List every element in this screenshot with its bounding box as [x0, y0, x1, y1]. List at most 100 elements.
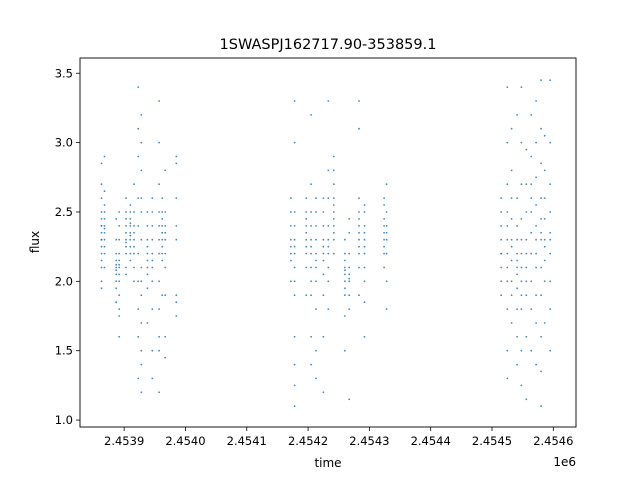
data-point — [525, 238, 528, 241]
data-point — [363, 231, 366, 234]
data-point — [520, 384, 523, 387]
data-point — [344, 269, 346, 272]
data-point — [543, 169, 546, 172]
data-point — [129, 259, 132, 262]
data-point — [305, 252, 308, 255]
data-point — [115, 238, 118, 241]
data-point — [125, 225, 127, 227]
data-point — [118, 335, 121, 338]
data-point — [530, 280, 533, 283]
data-point — [164, 335, 167, 338]
data-point — [151, 349, 154, 352]
data-point — [164, 231, 167, 234]
data-point — [310, 245, 312, 248]
y-tick-label: 1.0 — [55, 413, 73, 427]
data-point — [305, 211, 308, 213]
data-point — [129, 231, 132, 234]
data-point — [322, 252, 325, 255]
data-point — [293, 225, 296, 227]
data-point — [322, 273, 325, 276]
data-point — [506, 141, 509, 144]
data-point — [344, 259, 346, 262]
data-point — [161, 225, 164, 227]
data-point — [332, 204, 335, 206]
data-point — [129, 211, 132, 213]
data-point — [140, 280, 143, 283]
data-point — [293, 363, 296, 366]
data-point — [151, 377, 154, 380]
data-point — [140, 238, 143, 241]
data-point — [151, 259, 154, 262]
data-point — [500, 266, 503, 269]
data-point — [506, 349, 509, 352]
data-point — [140, 322, 143, 324]
data-point — [510, 197, 513, 200]
data-point — [535, 266, 537, 269]
data-point — [137, 335, 140, 338]
data-point — [146, 266, 149, 269]
data-point — [358, 211, 360, 213]
data-point — [540, 405, 542, 408]
data-point — [100, 238, 103, 241]
data-point — [100, 162, 103, 165]
data-point — [164, 356, 167, 359]
data-point — [520, 294, 523, 297]
data-point — [100, 231, 103, 234]
data-point — [332, 183, 335, 186]
data-point — [525, 335, 528, 338]
data-point — [358, 294, 360, 297]
data-point — [140, 211, 143, 213]
data-point — [151, 280, 154, 283]
data-point — [363, 335, 366, 338]
data-point — [363, 301, 366, 304]
data-point — [358, 100, 360, 102]
data-point — [327, 266, 330, 269]
data-point — [133, 245, 135, 248]
data-point — [133, 280, 135, 283]
data-point — [540, 335, 542, 338]
plot-frame — [79, 57, 577, 428]
data-point — [315, 259, 317, 262]
data-point — [115, 273, 118, 276]
data-point — [118, 266, 121, 269]
data-point — [315, 266, 317, 269]
data-point — [315, 280, 317, 283]
data-point — [348, 231, 351, 234]
data-point — [137, 197, 140, 200]
data-point — [516, 197, 518, 200]
data-point — [385, 211, 388, 213]
data-point — [348, 398, 351, 401]
data-point — [158, 308, 161, 310]
data-point — [358, 127, 360, 130]
data-point — [506, 266, 509, 269]
data-point — [290, 252, 292, 255]
data-point — [510, 127, 513, 130]
data-point — [125, 241, 127, 244]
data-point — [530, 231, 533, 234]
data-point — [383, 245, 385, 248]
data-point — [322, 391, 325, 394]
data-point — [133, 266, 135, 269]
data-point — [293, 100, 296, 102]
data-point — [118, 315, 121, 317]
data-point — [549, 280, 552, 283]
data-point — [510, 294, 513, 297]
data-point — [549, 183, 552, 186]
x-tick-label: 2.4544 — [411, 434, 451, 448]
data-point — [146, 252, 149, 255]
data-point — [385, 225, 388, 227]
data-point — [363, 204, 366, 206]
data-point — [543, 280, 546, 283]
data-point — [383, 266, 385, 269]
data-point — [151, 197, 154, 200]
data-point — [129, 225, 132, 227]
data-point — [290, 238, 292, 241]
data-point — [133, 225, 135, 227]
data-point — [133, 231, 135, 234]
data-point — [543, 238, 546, 241]
data-point — [310, 280, 312, 283]
data-point — [100, 211, 103, 213]
data-point — [315, 308, 317, 310]
data-point — [363, 280, 366, 283]
data-point — [115, 263, 118, 266]
